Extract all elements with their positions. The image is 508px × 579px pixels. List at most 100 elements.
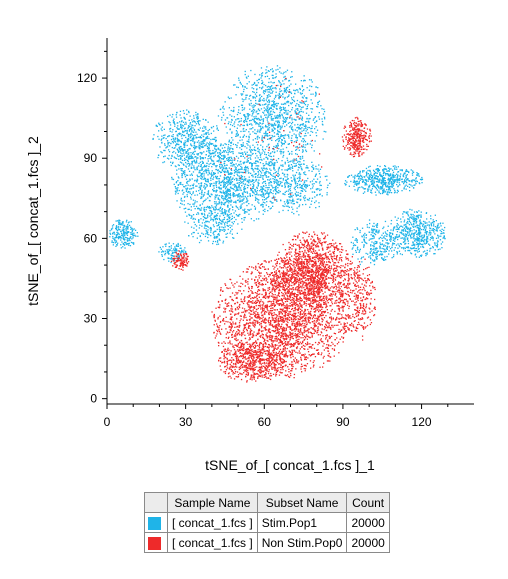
scatter-point <box>271 100 273 102</box>
scatter-point <box>222 213 224 215</box>
scatter-point <box>289 131 291 133</box>
scatter-point <box>394 165 396 167</box>
scatter-point <box>267 88 270 90</box>
scatter-point <box>193 146 195 149</box>
scatter-point <box>121 221 124 223</box>
scatter-point <box>363 188 365 190</box>
scatter-point <box>118 229 120 231</box>
scatter-point <box>185 156 188 158</box>
scatter-point <box>306 185 309 188</box>
scatter-point <box>216 127 218 129</box>
scatter-point <box>417 237 419 239</box>
scatter-point <box>383 178 385 180</box>
scatter-point <box>224 213 226 215</box>
scatter-point <box>311 170 313 172</box>
scatter-point <box>190 154 192 156</box>
scatter-point <box>385 181 387 184</box>
scatter-point <box>199 152 201 154</box>
scatter-point <box>245 153 247 156</box>
scatter-point <box>268 91 271 93</box>
scatter-point <box>356 239 358 241</box>
scatter-point <box>199 165 202 168</box>
scatter-point <box>409 208 411 211</box>
scatter-point <box>221 180 223 183</box>
scatter-point <box>261 88 263 90</box>
scatter-point <box>282 178 284 180</box>
scatter-point <box>276 105 278 107</box>
scatter-point <box>180 135 183 137</box>
scatter-point <box>242 194 244 196</box>
scatter-point <box>254 173 256 176</box>
scatter-point <box>215 168 218 171</box>
scatter-point <box>294 193 296 195</box>
scatter-point <box>214 172 216 175</box>
scatter-point <box>235 155 238 158</box>
scatter-point <box>208 172 210 174</box>
scatter-point <box>417 226 419 229</box>
scatter-point <box>191 137 193 139</box>
scatter-point <box>301 190 303 192</box>
scatter-point <box>365 242 367 244</box>
scatter-point <box>279 90 281 93</box>
scatter-point <box>227 176 230 178</box>
scatter-point <box>209 195 211 197</box>
scatter-point <box>258 218 260 220</box>
scatter-point <box>318 118 321 120</box>
scatter-point <box>250 162 252 164</box>
scatter-point <box>298 172 301 174</box>
scatter-point <box>430 223 432 225</box>
scatter-point <box>318 173 321 175</box>
scatter-point <box>200 142 202 145</box>
scatter-point <box>177 180 179 182</box>
scatter-point <box>223 108 225 110</box>
scatter-point <box>208 199 211 202</box>
scatter-point <box>376 224 379 226</box>
scatter-point <box>238 175 240 177</box>
scatter-point <box>176 189 178 192</box>
scatter-point <box>382 184 385 186</box>
scatter-point <box>253 91 255 93</box>
scatter-point <box>275 159 278 162</box>
scatter-point <box>270 152 272 154</box>
scatter-point <box>192 191 194 193</box>
scatter-point <box>420 211 422 213</box>
scatter-point <box>253 119 255 121</box>
scatter-point <box>170 142 172 145</box>
scatter-point <box>224 183 226 185</box>
scatter-point <box>304 79 306 82</box>
scatter-point <box>308 114 310 116</box>
scatter-point <box>437 240 439 242</box>
scatter-point <box>261 195 263 198</box>
scatter-point <box>355 238 357 240</box>
scatter-point <box>256 189 259 192</box>
scatter-point <box>319 189 321 192</box>
scatter-point <box>203 175 205 177</box>
scatter-point <box>177 184 180 186</box>
scatter-point <box>319 176 321 178</box>
scatter-point <box>372 251 374 254</box>
scatter-point <box>250 102 252 105</box>
scatter-point <box>413 179 415 181</box>
scatter-point <box>304 132 307 135</box>
scatter-point <box>416 225 418 227</box>
scatter-point <box>198 208 200 210</box>
scatter-point <box>286 90 288 92</box>
scatter-point <box>380 175 382 178</box>
scatter-point <box>256 113 259 115</box>
scatter-point <box>320 188 322 191</box>
scatter-point <box>162 137 164 139</box>
scatter-point <box>266 97 268 99</box>
scatter-point <box>376 223 379 225</box>
scatter-point <box>288 143 290 145</box>
scatter-point <box>227 154 229 156</box>
scatter-point <box>256 187 258 189</box>
scatter-point <box>206 147 209 150</box>
scatter-point <box>206 145 209 147</box>
scatter-point <box>389 232 391 234</box>
scatter-point <box>277 84 279 87</box>
scatter-point <box>382 169 384 171</box>
scatter-point <box>263 107 265 109</box>
scatter-point <box>161 254 163 256</box>
scatter-point <box>273 122 276 124</box>
scatter-point <box>219 219 221 221</box>
